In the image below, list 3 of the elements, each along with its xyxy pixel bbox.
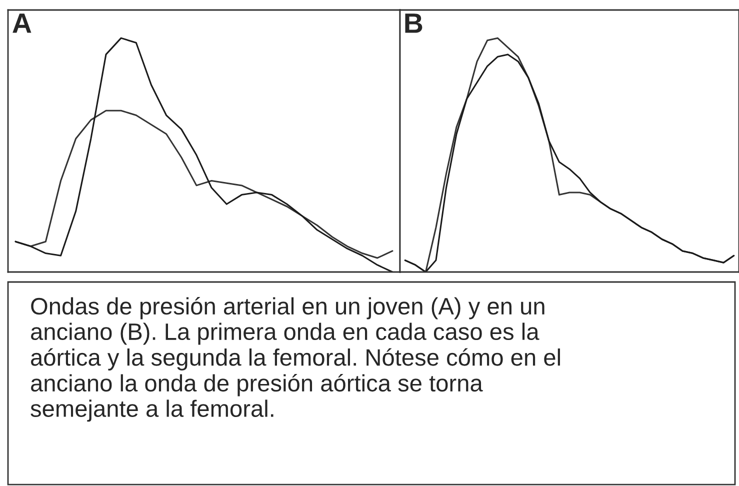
- chart-title: B: [405, 14, 422, 33]
- chart-title: A: [12, 14, 32, 33]
- text: Ondas de presión arterial en un joven (A) y en un anciano (B). La primera onda en cada caso es la aórtica y la segunda la femoral. Nótese cómo en el anciano la onda de presión aórtica se torna semejante a la femoral.: [30, 297, 560, 422]
